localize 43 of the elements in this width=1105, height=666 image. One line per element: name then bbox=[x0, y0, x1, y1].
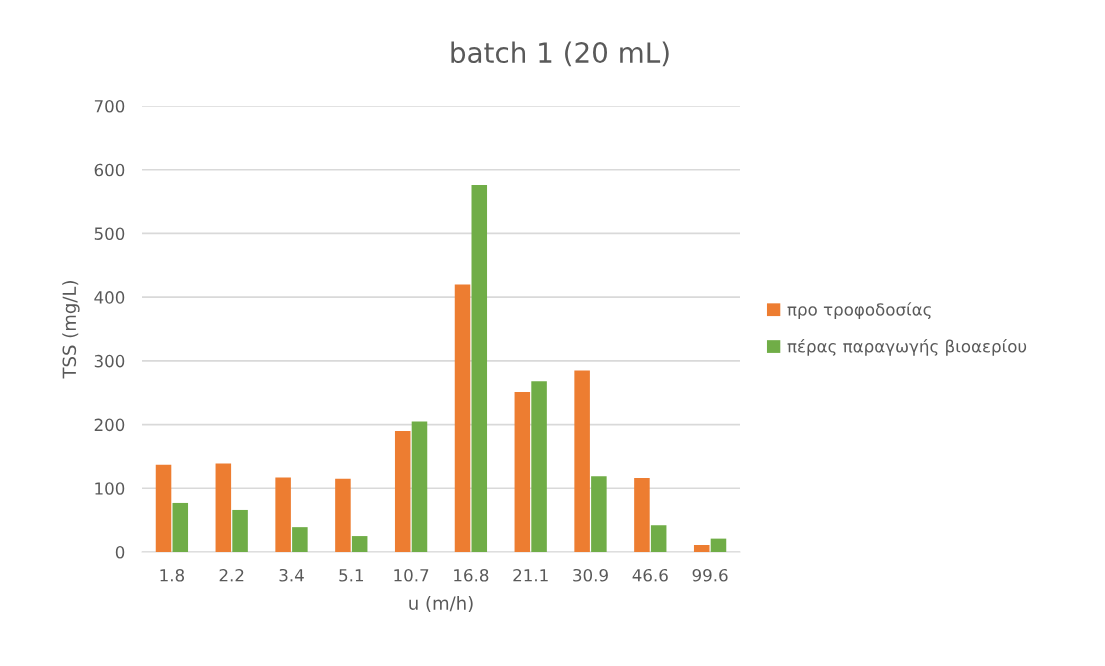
bar bbox=[215, 463, 232, 552]
bar bbox=[514, 392, 531, 552]
x-tick-label: 46.6 bbox=[632, 568, 668, 582]
bar bbox=[591, 476, 607, 552]
bar bbox=[531, 381, 547, 552]
legend-label: πέρας παραγωγής βιοαερίου bbox=[787, 339, 1027, 356]
x-tick-label: 2.2 bbox=[219, 568, 244, 582]
y-tick-label: 400 bbox=[94, 291, 125, 304]
x-tick-label: 99.6 bbox=[692, 568, 728, 582]
y-tick-label: 300 bbox=[94, 354, 125, 368]
legend-label: προ τροφοδοσίας bbox=[787, 302, 931, 319]
y-tick-label: 500 bbox=[94, 227, 125, 240]
bar bbox=[650, 525, 667, 552]
y-tick-label: 600 bbox=[94, 163, 125, 177]
y-tick-label: 700 bbox=[94, 99, 125, 113]
bar bbox=[454, 284, 471, 552]
bar bbox=[155, 464, 172, 552]
bar bbox=[275, 477, 291, 552]
y-tick-label: 0 bbox=[115, 545, 125, 559]
bar bbox=[471, 185, 488, 552]
bar bbox=[351, 536, 368, 552]
x-tick-label: 5.1 bbox=[339, 569, 364, 582]
x-tick-label: 16.8 bbox=[454, 568, 489, 582]
x-axis-title: u (m/h) bbox=[409, 595, 473, 613]
bar bbox=[232, 509, 248, 552]
x-tick-label: 1.8 bbox=[160, 568, 185, 582]
bar bbox=[634, 478, 650, 552]
y-axis-title: TSS (mg/L) bbox=[62, 281, 80, 379]
x-tick-label: 21.1 bbox=[513, 568, 548, 582]
x-tick-label: 30.9 bbox=[573, 568, 608, 582]
y-tick-label: 100 bbox=[95, 482, 125, 495]
bar bbox=[710, 538, 727, 552]
x-tick-label: 3.4 bbox=[279, 568, 304, 582]
x-tick-label: 10.7 bbox=[394, 568, 429, 582]
bar bbox=[693, 544, 710, 552]
y-tick-label: 200 bbox=[94, 418, 125, 432]
bar bbox=[292, 527, 308, 552]
chart-title: batch 1 (20 mL) bbox=[451, 41, 669, 67]
bar bbox=[411, 421, 428, 552]
bar bbox=[394, 430, 411, 552]
bar bbox=[172, 502, 189, 552]
bar bbox=[335, 478, 351, 552]
bar bbox=[574, 370, 590, 552]
